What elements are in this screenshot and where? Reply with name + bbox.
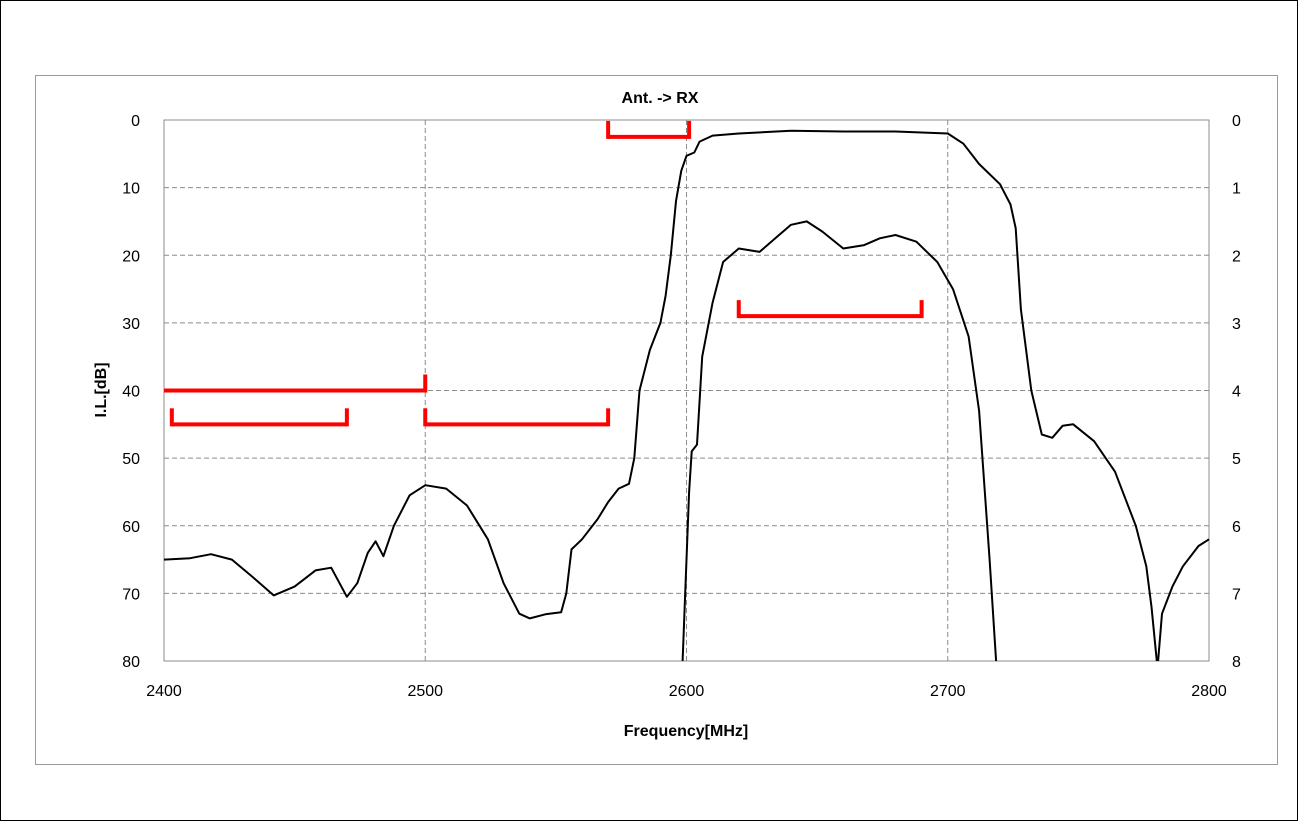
y2-tick-label: 8 <box>1232 654 1241 671</box>
series-line-3 <box>1157 538 1210 662</box>
y-axis-title: I.L.[dB] <box>93 362 110 417</box>
y-tick-label: 80 <box>122 654 140 671</box>
y-tick-label: 20 <box>122 248 140 265</box>
y-tick-label: 50 <box>122 451 140 468</box>
tick-labels: 0 10 20 30 40 50 60 70 80 0 1 2 3 4 5 6 7 8 2400 2500 2600 27… <box>122 113 1241 700</box>
y-tick-label: 60 <box>122 519 140 536</box>
y2-tick-label: 0 <box>1232 113 1241 130</box>
y2-tick-label: 7 <box>1232 586 1241 603</box>
y2-tick-label: 1 <box>1232 181 1241 198</box>
series-line-2 <box>681 220 998 662</box>
y-tick-label: 10 <box>122 181 140 198</box>
chart-title: Ant. -> RX <box>622 90 699 107</box>
x-tick-label: 2600 <box>669 683 705 700</box>
y2-tick-label: 3 <box>1232 316 1241 333</box>
series-line-1 <box>163 129 1158 662</box>
chart-area <box>35 75 1278 765</box>
y2-tick-label: 2 <box>1232 248 1241 265</box>
y-tick-label: 0 <box>131 113 140 130</box>
y-tick-label: 40 <box>122 384 140 401</box>
y2-tick-label: 5 <box>1232 451 1241 468</box>
y2-tick-label: 4 <box>1232 384 1241 401</box>
x-axis-title: Frequency[MHz] <box>624 723 748 740</box>
x-tick-label: 2400 <box>146 683 182 700</box>
x-tick-label: 2800 <box>1191 683 1227 700</box>
curves <box>163 129 1210 662</box>
x-tick-label: 2700 <box>930 683 966 700</box>
y2-tick-label: 6 <box>1232 519 1241 536</box>
x-tick-label: 2500 <box>407 683 443 700</box>
y-tick-label: 70 <box>122 586 140 603</box>
y-tick-label: 30 <box>122 316 140 333</box>
spec-masks <box>164 120 924 427</box>
